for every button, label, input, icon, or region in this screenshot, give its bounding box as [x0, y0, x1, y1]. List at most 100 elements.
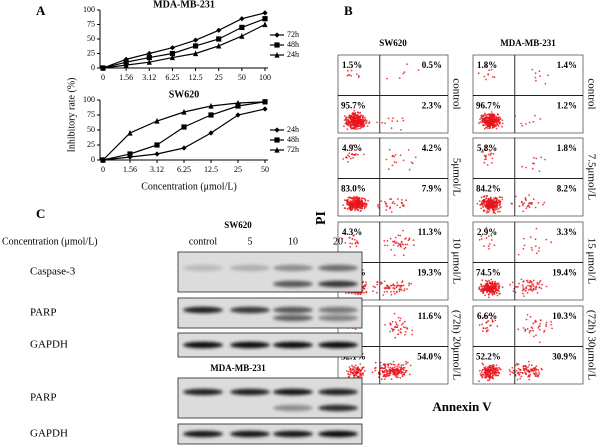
event-dot [390, 378, 393, 381]
event-dot [347, 373, 349, 375]
event-dot [499, 203, 501, 206]
event-dot [492, 208, 494, 211]
event-dot [482, 316, 485, 319]
quadrant-percent: 4.3% [342, 227, 362, 237]
blot-label: GAPDH [30, 428, 68, 440]
event-dot [354, 196, 357, 199]
event-dot [392, 290, 395, 293]
data-point [169, 45, 176, 51]
event-dot [528, 281, 531, 284]
event-dot [488, 293, 490, 296]
band [273, 306, 313, 314]
event-dot [490, 288, 493, 290]
event-dot [526, 292, 529, 294]
event-dot [402, 159, 405, 162]
event-dot [353, 366, 356, 368]
event-dot [388, 148, 391, 151]
event-dot [351, 200, 353, 203]
event-dot [356, 124, 359, 126]
event-dot [346, 201, 348, 204]
data-point [262, 98, 268, 105]
event-dot [384, 366, 387, 368]
x-tick-label: 6.25 [165, 73, 179, 82]
event-dot [348, 74, 351, 77]
event-dot [528, 331, 531, 334]
event-dot [349, 373, 352, 376]
quadrant-percent: 11.6% [418, 311, 442, 321]
event-dot [487, 329, 489, 331]
condition-label: control [450, 78, 462, 109]
event-dot [404, 246, 407, 249]
event-dot [522, 210, 525, 213]
event-dot [373, 367, 376, 370]
band [230, 430, 270, 438]
event-dot [483, 127, 486, 130]
event-dot [485, 200, 488, 203]
event-dot [520, 278, 523, 281]
event-dot [516, 372, 519, 375]
event-dot [481, 285, 484, 288]
event-dot [534, 76, 537, 79]
event-dot [350, 157, 352, 160]
data-point [100, 64, 106, 71]
event-dot [490, 234, 493, 237]
quadrant-percent: 1.2% [557, 101, 577, 111]
data-point [127, 129, 133, 136]
event-dot [356, 372, 358, 375]
event-dot [479, 204, 482, 207]
event-dot [374, 286, 376, 289]
event-dot [479, 121, 482, 123]
event-dot [509, 370, 512, 373]
event-dot [353, 371, 356, 373]
event-dot [347, 196, 350, 199]
event-dot [487, 197, 490, 200]
event-dot [539, 319, 542, 321]
event-dot [488, 243, 491, 245]
event-dot [383, 287, 386, 289]
event-dot [488, 210, 491, 212]
data-point [208, 112, 214, 118]
event-dot [532, 283, 534, 286]
data-point [146, 54, 152, 61]
event-dot [483, 374, 485, 376]
event-dot [489, 207, 492, 209]
event-dot [525, 366, 528, 369]
event-dot [411, 329, 414, 332]
band [273, 430, 313, 438]
x-axis-label: Annexin V [432, 399, 492, 414]
event-dot [381, 370, 384, 373]
event-dot [497, 208, 500, 211]
quadrant-percent: 1.5% [342, 60, 362, 70]
event-dot [349, 196, 351, 199]
event-dot [495, 372, 498, 374]
event-dot [358, 112, 360, 114]
event-dot [482, 327, 485, 329]
event-dot [531, 68, 534, 71]
band [273, 341, 313, 349]
event-dot [360, 374, 363, 377]
event-dot [344, 199, 346, 202]
series-line [102, 23, 266, 69]
event-dot [394, 336, 397, 339]
event-dot [488, 247, 490, 250]
event-dot [362, 197, 364, 200]
event-dot [491, 76, 494, 78]
event-dot [352, 114, 355, 117]
event-dot [498, 284, 500, 287]
event-dot [511, 366, 514, 369]
event-dot [359, 116, 361, 119]
event-dot [400, 284, 402, 287]
blot-label: GAPDH [30, 339, 68, 351]
event-dot [399, 154, 402, 157]
event-dot [492, 289, 494, 292]
event-dot [530, 364, 533, 366]
event-dot [488, 314, 490, 316]
event-dot [400, 366, 402, 369]
event-dot [355, 374, 358, 377]
event-dot [533, 369, 535, 372]
event-dot [533, 162, 535, 165]
event-dot [538, 373, 541, 375]
event-dot [493, 126, 496, 128]
event-dot [414, 156, 417, 159]
event-dot [480, 196, 483, 199]
